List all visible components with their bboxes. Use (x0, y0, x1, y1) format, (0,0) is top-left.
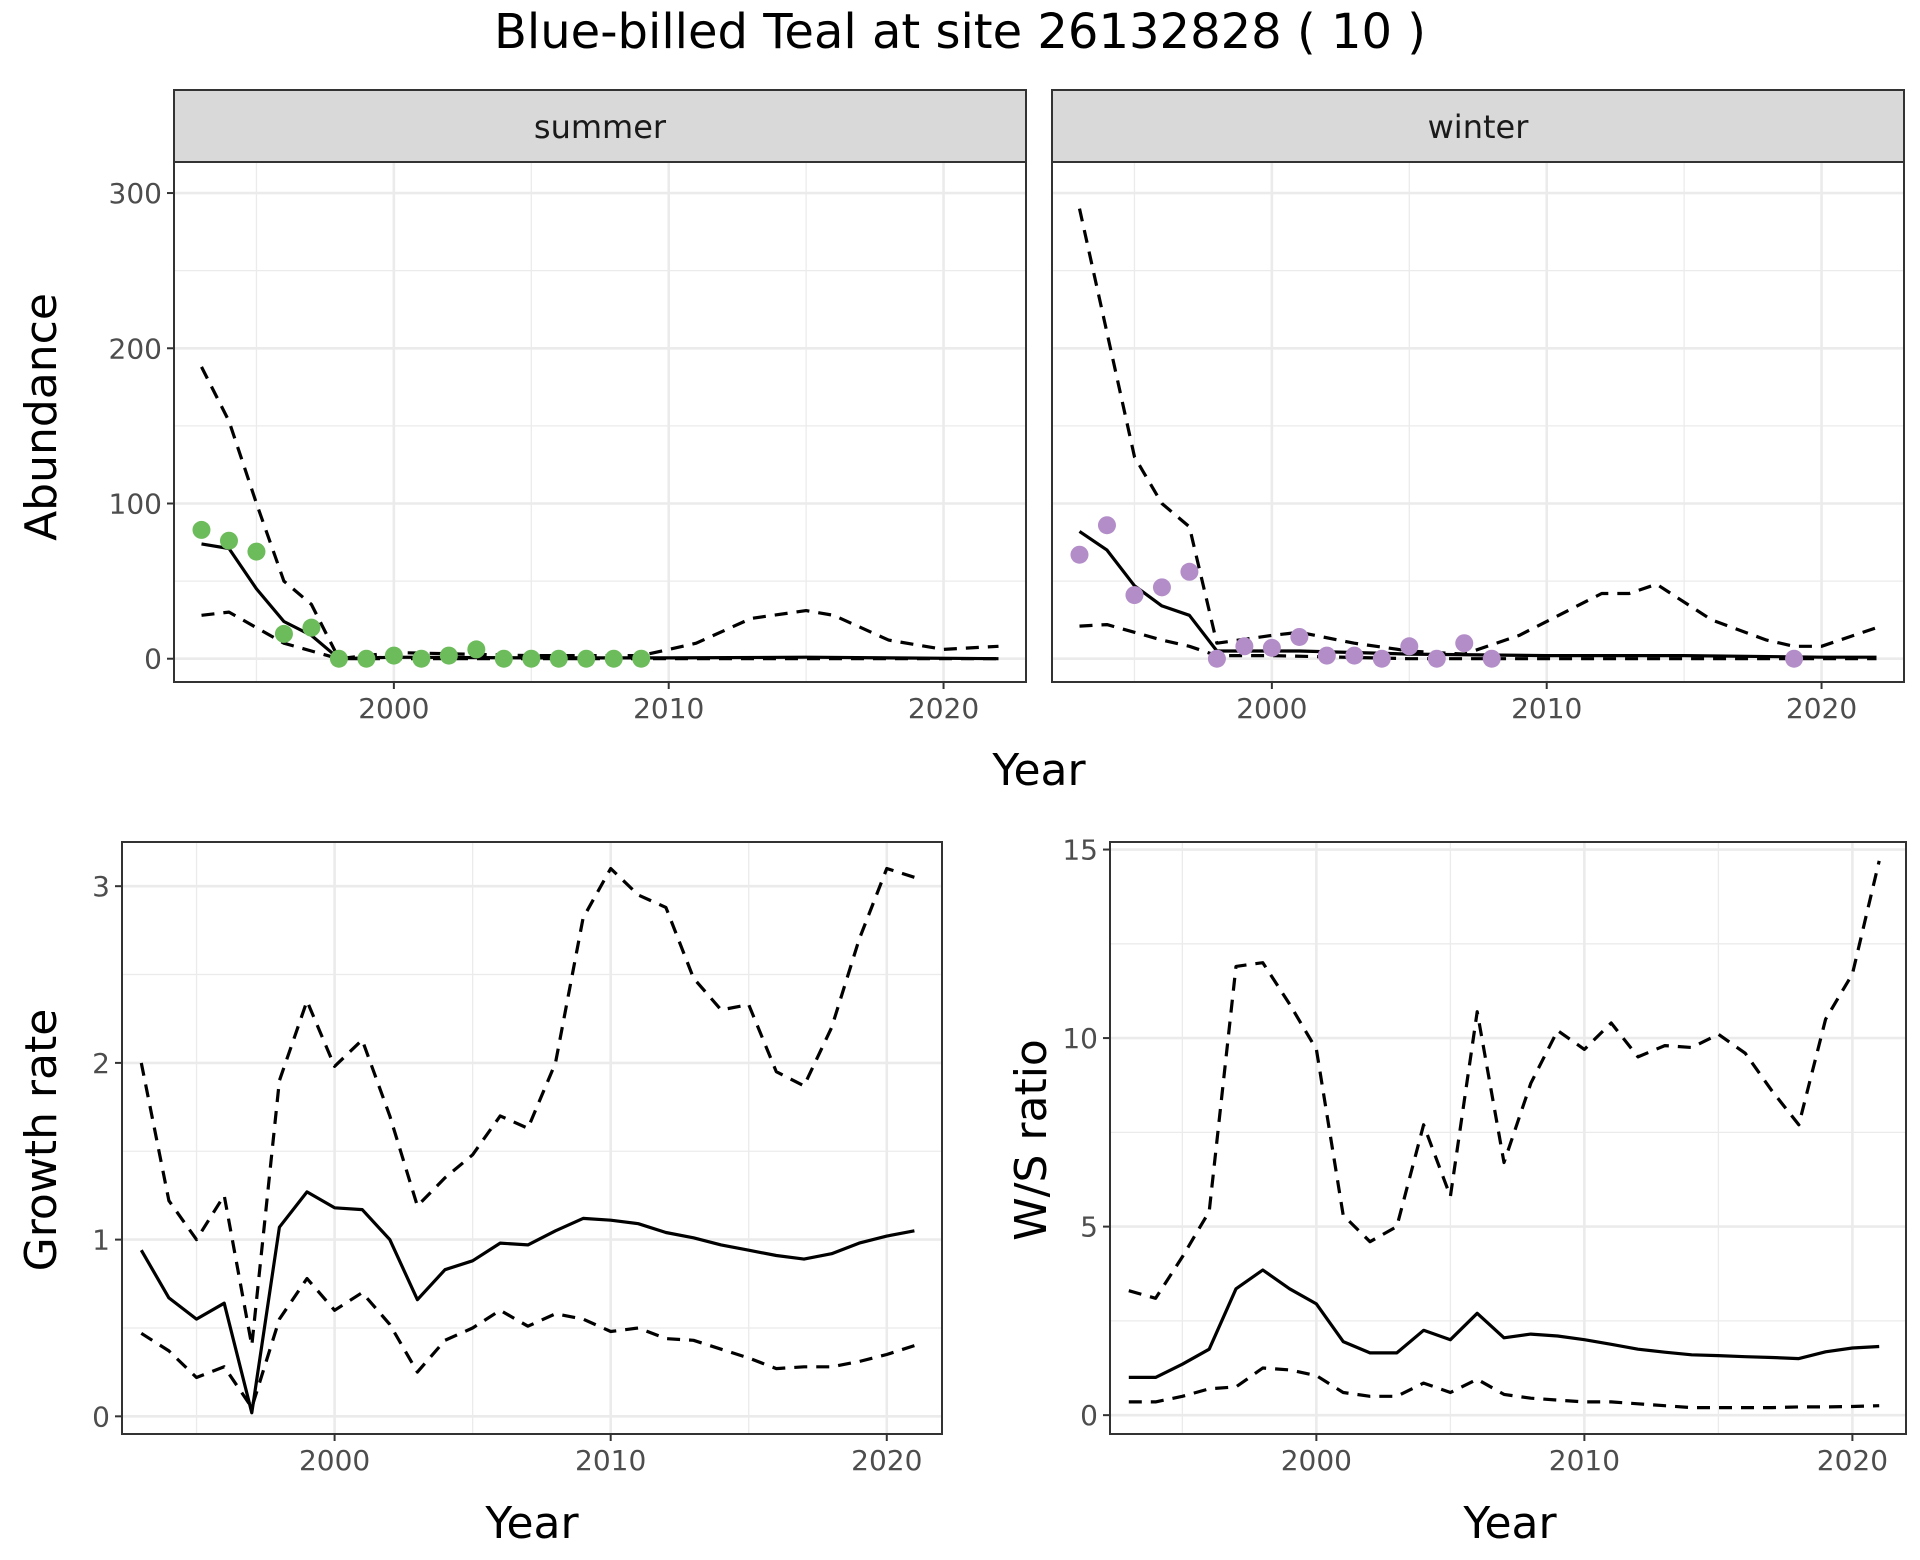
abundance-summer-panel-border (173, 161, 1027, 683)
abundance-winter-observed-point (1152, 578, 1171, 597)
abundance-panel-winter: winter 2000 2010 2020 (1051, 89, 1905, 725)
chart-title: Blue-billed Teal at site 26132828 ( 10 ) (494, 4, 1426, 60)
ratio-x-tick-label: 2020 (1817, 1444, 1888, 1477)
abundance-winter-observed-point (1097, 516, 1116, 535)
ratio-x-tick-label: 2010 (1549, 1444, 1620, 1477)
abundance-winter-observed-point (1207, 649, 1226, 668)
abundance-summer-y-tick-label: 200 (109, 332, 162, 365)
abundance-summer-observed-point (247, 542, 266, 561)
ws-ratio-chart: W/S ratio Year 2000 2010 2020 0 5 10 15 (1006, 834, 1907, 1549)
abundance-chart: summer 2000 2010 2020 0 100 200 300 winter 200… (16, 89, 1905, 796)
growth-y-tick-label: 0 (92, 1400, 110, 1433)
abundance-summer-observed-point (467, 640, 486, 659)
growth-rate-chart: Growth rate Year 2000 2010 2020 0 1 2 3 (16, 841, 943, 1549)
abundance-winter-plot-background (1052, 162, 1904, 682)
growth-x-tick-label: 2000 (299, 1444, 370, 1477)
abundance-x-axis-title: Year (991, 745, 1086, 796)
abundance-winter-x-tick-label: 2020 (1786, 692, 1857, 725)
growth-y-tick-label: 1 (92, 1224, 110, 1257)
growth-y-tick-label: 3 (92, 870, 110, 903)
ratio-x-axis-title: Year (1462, 1498, 1557, 1549)
strip-label-winter: winter (1428, 108, 1530, 146)
abundance-winter-observed-point (1125, 586, 1144, 605)
abundance-summer-y-tick-label: 300 (109, 177, 162, 210)
growth-plot-background (122, 842, 942, 1434)
ratio-estimate-line-0 (1128, 1268, 1880, 1380)
abundance-summer-x-tick-label: 2020 (908, 692, 979, 725)
abundance-winter-observed-point (1345, 646, 1364, 665)
ratio-panel-border (1109, 841, 1907, 1435)
abundance-summer-plot-background (174, 162, 1026, 682)
abundance-summer-observed-point (604, 649, 623, 668)
abundance-winter-observed-point (1400, 637, 1419, 656)
strip-background-summer (173, 89, 1027, 163)
ratio-interval-line-1 (1128, 860, 1881, 1300)
ratio-plot-background (1110, 842, 1906, 1434)
abundance-winter-x-tick-label: 2010 (1511, 692, 1582, 725)
abundance-summer-observed-point (219, 531, 238, 550)
growth-interval-line-2 (140, 1276, 915, 1410)
abundance-winter-x-tick-label: 2000 (1236, 692, 1307, 725)
ratio-y-axis-title: W/S ratio (1006, 1039, 1057, 1241)
growth-estimate-line-0 (139, 1190, 915, 1415)
abundance-summer-observed-point (302, 618, 321, 637)
abundance-summer-interval-line-2 (201, 610, 999, 661)
abundance-summer-y-tick-label: 0 (144, 643, 162, 676)
abundance-summer-observed-point (329, 649, 348, 668)
abundance-summer-x-tick-label: 2010 (633, 692, 704, 725)
abundance-winter-observed-point (1482, 649, 1501, 668)
growth-x-tick-label: 2010 (575, 1444, 646, 1477)
ratio-y-tick-label: 10 (1062, 1022, 1098, 1055)
abundance-winter-observed-point (1455, 634, 1474, 653)
abundance-winter-observed-point (1317, 646, 1336, 665)
ratio-y-tick-label: 0 (1080, 1399, 1098, 1432)
abundance-summer-observed-point (384, 646, 403, 665)
growth-x-axis-title: Year (484, 1498, 579, 1549)
ratio-x-tick-label: 2000 (1281, 1444, 1352, 1477)
growth-y-tick-label: 2 (92, 1047, 110, 1080)
growth-panel-border (121, 841, 943, 1435)
abundance-summer-observed-point (494, 649, 513, 668)
ratio-interval-line-2 (1128, 1366, 1880, 1410)
strip-background-winter (1051, 89, 1905, 163)
abundance-summer-observed-point (549, 649, 568, 668)
strip-label-summer: summer (534, 108, 667, 146)
abundance-summer-observed-point (632, 649, 651, 668)
abundance-summer-x-tick-label: 2000 (358, 692, 429, 725)
abundance-winter-observed-point (1372, 649, 1391, 668)
abundance-winter-observed-point (1070, 545, 1089, 564)
growth-x-tick-label: 2020 (851, 1444, 922, 1477)
growth-y-axis-title: Growth rate (16, 1009, 67, 1272)
abundance-summer-observed-point (439, 646, 458, 665)
abundance-winter-panel-border (1051, 161, 1905, 683)
abundance-winter-observed-point (1262, 638, 1281, 657)
abundance-winter-observed-point (1235, 637, 1254, 656)
abundance-summer-observed-point (274, 624, 293, 643)
abundance-winter-observed-point (1427, 649, 1446, 668)
ratio-y-tick-label: 5 (1080, 1211, 1098, 1244)
abundance-summer-observed-point (357, 649, 376, 668)
abundance-summer-observed-point (522, 649, 541, 668)
abundance-winter-observed-point (1180, 562, 1199, 581)
abundance-summer-observed-point (192, 520, 211, 539)
abundance-winter-observed-point (1290, 627, 1309, 646)
abundance-summer-observed-point (412, 649, 431, 668)
ratio-y-tick-label: 15 (1062, 834, 1098, 867)
abundance-summer-observed-point (577, 649, 596, 668)
abundance-summer-y-tick-label: 100 (109, 487, 162, 520)
abundance-panel-summer: summer 2000 2010 2020 0 100 200 300 (109, 89, 1027, 725)
abundance-winter-observed-point (1785, 649, 1804, 668)
abundance-y-axis-title: Abundance (16, 293, 67, 541)
